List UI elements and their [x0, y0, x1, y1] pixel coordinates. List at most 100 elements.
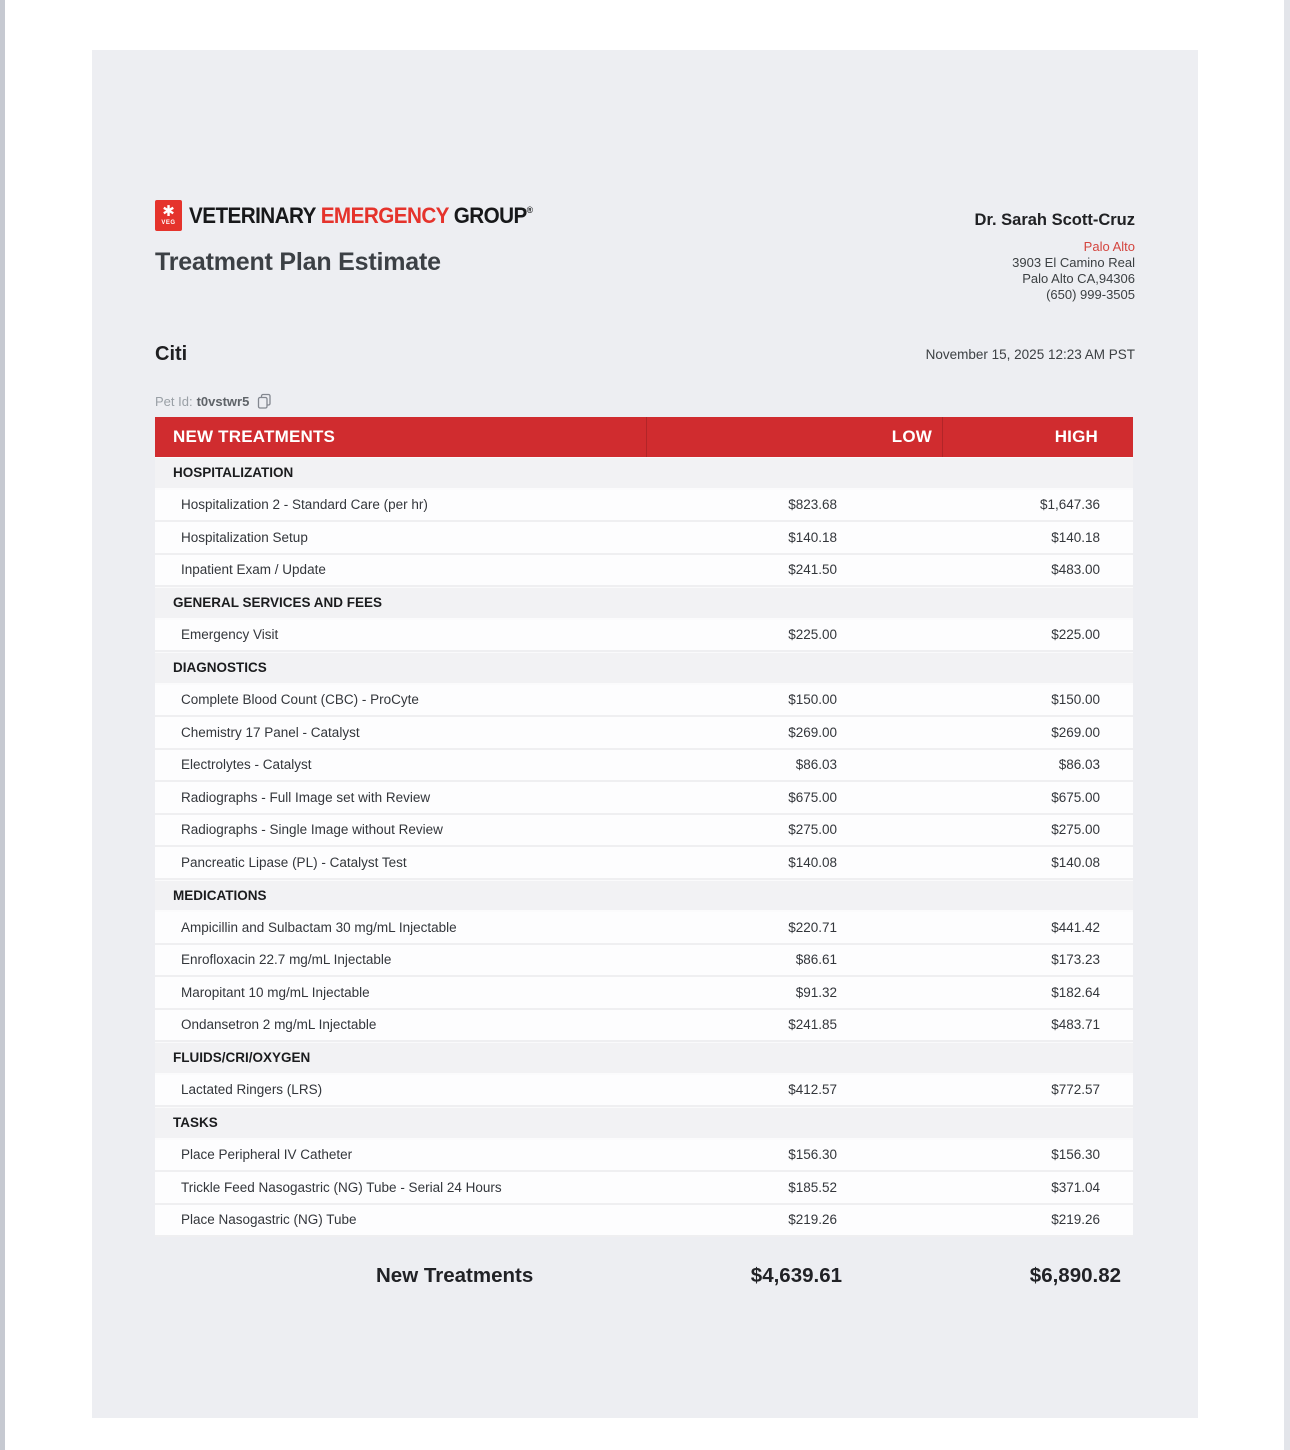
- item-high-price: $140.18: [1051, 529, 1100, 545]
- item-name: Hospitalization 2 - Standard Care (per h…: [181, 497, 428, 513]
- item-name: Pancreatic Lipase (PL) - Catalyst Test: [181, 854, 407, 870]
- window-edge-left: [0, 0, 5, 1450]
- table-row: Trickle Feed Nasogastric (NG) Tube - Ser…: [155, 1172, 1133, 1205]
- item-low-price: $91.32: [795, 984, 837, 1000]
- item-low-price: $823.68: [788, 497, 837, 513]
- scrollbar-track[interactable]: [1284, 0, 1290, 1450]
- item-low-price: $140.18: [788, 529, 837, 545]
- table-row: Hospitalization 2 - Standard Care (per h…: [155, 489, 1133, 522]
- brand-header: ✱ VEG VETERINARY EMERGENCY GROUP®: [155, 200, 554, 231]
- item-high-price: $441.42: [1051, 919, 1100, 935]
- item-low-price: $275.00: [788, 822, 837, 838]
- item-low-price: $412.57: [788, 1082, 837, 1098]
- item-name: Radiographs - Full Image set with Review: [181, 789, 431, 805]
- table-header: NEW TREATMENTS LOW HIGH: [155, 417, 1133, 457]
- item-low-price: $241.50: [788, 562, 837, 578]
- estimate-document: ✱ VEG VETERINARY EMERGENCY GROUP® Treatm…: [92, 50, 1198, 1418]
- item-name: Lactated Ringers (LRS): [181, 1082, 323, 1098]
- column-header-treatments: NEW TREATMENTS: [173, 427, 336, 446]
- table-row: Place Nasogastric (NG) Tube $219.26 $219.2…: [155, 1204, 1133, 1237]
- section-header: TASKS: [155, 1107, 1133, 1140]
- table-row: Enrofloxacin 22.7 mg/mL Injectable $86.61…: [155, 944, 1133, 977]
- item-name: Radiographs - Single Image without Revie…: [181, 822, 443, 838]
- item-name: Hospitalization Setup: [181, 529, 308, 545]
- column-header-low: LOW: [646, 417, 942, 457]
- item-high-price: $772.57: [1051, 1082, 1100, 1098]
- item-high-price: $173.23: [1051, 952, 1100, 968]
- item-low-price: $675.00: [788, 789, 837, 805]
- estimate-date: November 15, 2025 12:23 AM PST: [925, 347, 1135, 362]
- section-header: FLUIDS/CRI/OXYGEN: [155, 1042, 1133, 1075]
- totals-row: New Treatments $4,639.61 $6,890.82: [155, 1248, 1133, 1304]
- section-header: GENERAL SERVICES AND FEES: [155, 587, 1133, 620]
- item-high-price: $275.00: [1051, 822, 1100, 838]
- item-low-price: $86.03: [795, 757, 837, 773]
- table-row: Radiographs - Single Image without Revie…: [155, 814, 1133, 847]
- clinic-location: Palo Alto: [1083, 239, 1135, 254]
- item-high-price: $86.03: [1058, 757, 1100, 773]
- item-name: Ondansetron 2 mg/mL Injectable: [181, 1017, 377, 1033]
- item-name: Place Peripheral IV Catheter: [181, 1147, 353, 1163]
- item-low-price: $269.00: [788, 724, 837, 740]
- item-high-price: $483.00: [1051, 562, 1100, 578]
- veg-logo-text: VEG: [161, 220, 176, 226]
- item-high-price: $675.00: [1051, 789, 1100, 805]
- page-title: Treatment Plan Estimate: [155, 248, 441, 276]
- totals-low: $4,639.61: [750, 1264, 842, 1287]
- item-high-price: $219.26: [1051, 1212, 1100, 1228]
- brand-word-emergency: EMERGENCY: [320, 202, 449, 228]
- pet-id-value: t0vstwr5: [196, 394, 250, 409]
- item-low-price: $241.85: [788, 1017, 837, 1033]
- patient-name: Citi: [155, 343, 188, 365]
- item-name: Complete Blood Count (CBC) - ProCyte: [181, 692, 419, 708]
- table-row: Place Peripheral IV Catheter $156.30 $156.…: [155, 1139, 1133, 1172]
- item-high-price: $1,647.36: [1039, 497, 1100, 513]
- item-name: Ampicillin and Sulbactam 30 mg/mL Inject…: [181, 919, 457, 935]
- clinic-phone: (650) 999-3505: [1046, 287, 1135, 302]
- item-low-price: $225.00: [788, 627, 837, 643]
- item-name: Maropitant 10 mg/mL Injectable: [181, 984, 370, 1000]
- table-row: Chemistry 17 Panel - Catalyst $269.00 $269…: [155, 717, 1133, 750]
- item-low-price: $140.08: [788, 854, 837, 870]
- item-name: Place Nasogastric (NG) Tube: [181, 1212, 357, 1228]
- item-name: Electrolytes - Catalyst: [181, 757, 312, 773]
- totals-high: $6,890.82: [1029, 1264, 1121, 1287]
- item-name: Emergency Visit: [181, 627, 279, 643]
- treatments-table: NEW TREATMENTS LOW HIGH HOSPITALIZATION H…: [155, 417, 1133, 1237]
- table-row: Emergency Visit $225.00 $225.00: [155, 619, 1133, 652]
- gear-flower-icon: ✱: [162, 203, 175, 220]
- item-high-price: $140.08: [1051, 854, 1100, 870]
- item-high-price: $182.64: [1051, 984, 1100, 1000]
- item-low-price: $185.52: [788, 1179, 837, 1195]
- brand-wordmark: VETERINARY EMERGENCY GROUP®: [189, 202, 533, 229]
- clinic-info: Dr. Sarah Scott-Cruz Palo Alto 3903 El C…: [975, 211, 1135, 303]
- table-row: Ondansetron 2 mg/mL Injectable $241.85 $48…: [155, 1009, 1133, 1042]
- table-row: Lactated Ringers (LRS) $412.57 $772.57: [155, 1074, 1133, 1107]
- item-high-price: $150.00: [1051, 692, 1100, 708]
- item-high-price: $156.30: [1051, 1147, 1100, 1163]
- totals-label: New Treatments: [376, 1264, 534, 1287]
- veg-logo-icon: ✱ VEG: [155, 200, 182, 231]
- table-row: Electrolytes - Catalyst $86.03 $86.03: [155, 749, 1133, 782]
- clinic-address-line1: 3903 El Camino Real: [1012, 255, 1135, 270]
- table-body: HOSPITALIZATION Hospitalization 2 - Stand…: [155, 457, 1133, 1237]
- table-row: Hospitalization Setup $140.18 $140.18: [155, 522, 1133, 555]
- item-high-price: $483.71: [1051, 1017, 1100, 1033]
- item-high-price: $269.00: [1051, 724, 1100, 740]
- table-row: Ampicillin and Sulbactam 30 mg/mL Inject…: [155, 912, 1133, 945]
- pet-id-label: Pet Id:: [155, 394, 193, 409]
- item-name: Trickle Feed Nasogastric (NG) Tube - Ser…: [181, 1179, 502, 1195]
- item-low-price: $86.61: [795, 952, 837, 968]
- section-header: MEDICATIONS: [155, 879, 1133, 912]
- item-high-price: $225.00: [1051, 627, 1100, 643]
- item-low-price: $150.00: [788, 692, 837, 708]
- item-low-price: $156.30: [788, 1147, 837, 1163]
- copy-icon[interactable]: [257, 393, 272, 410]
- table-row: Pancreatic Lipase (PL) - Catalyst Test $1…: [155, 847, 1133, 880]
- item-name: Inpatient Exam / Update: [181, 562, 326, 578]
- clinic-address-line2: Palo Alto CA,94306: [1022, 271, 1135, 286]
- table-row: Inpatient Exam / Update $241.50 $483.00: [155, 554, 1133, 587]
- item-low-price: $220.71: [788, 919, 837, 935]
- item-high-price: $371.04: [1051, 1179, 1100, 1195]
- pet-id-row: Pet Id: t0vstwr5: [155, 393, 272, 410]
